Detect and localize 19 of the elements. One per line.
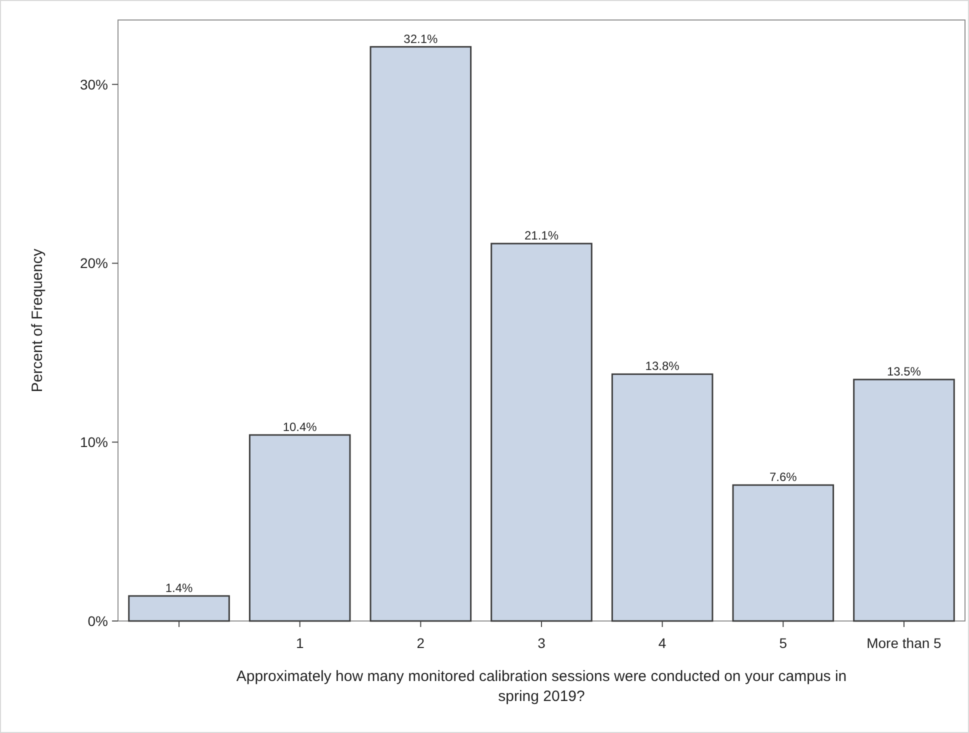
data-label: 13.5%	[886, 364, 922, 379]
data-label: 1.4%	[165, 580, 194, 595]
data-label: 7.6%	[769, 470, 798, 484]
y-tick-label: 0%	[88, 612, 108, 629]
data-label: 10.4%	[282, 420, 318, 434]
data-label: 13.8%	[645, 359, 680, 374]
x-tick-label: 1	[296, 635, 304, 651]
x-tick-label: More than 5	[866, 635, 942, 651]
y-tick-label: 10%	[80, 434, 108, 450]
x-tick-label: 2	[416, 635, 425, 651]
x-tick-label: 4	[658, 635, 666, 651]
x-axis-title: Approximately how many monitored calibration sessions were conducted on your campus in spring 2019?	[236, 668, 847, 705]
data-label: 21.1%	[524, 228, 559, 243]
y-tick-label: 20%	[80, 255, 108, 272]
y-tick-label: 30%	[80, 76, 108, 92]
x-tick-label: 3	[538, 635, 546, 651]
data-label: 32.1%	[404, 32, 438, 46]
x-tick-label: 5	[779, 635, 788, 651]
y-axis-title: Percent of Frequency	[29, 248, 46, 392]
